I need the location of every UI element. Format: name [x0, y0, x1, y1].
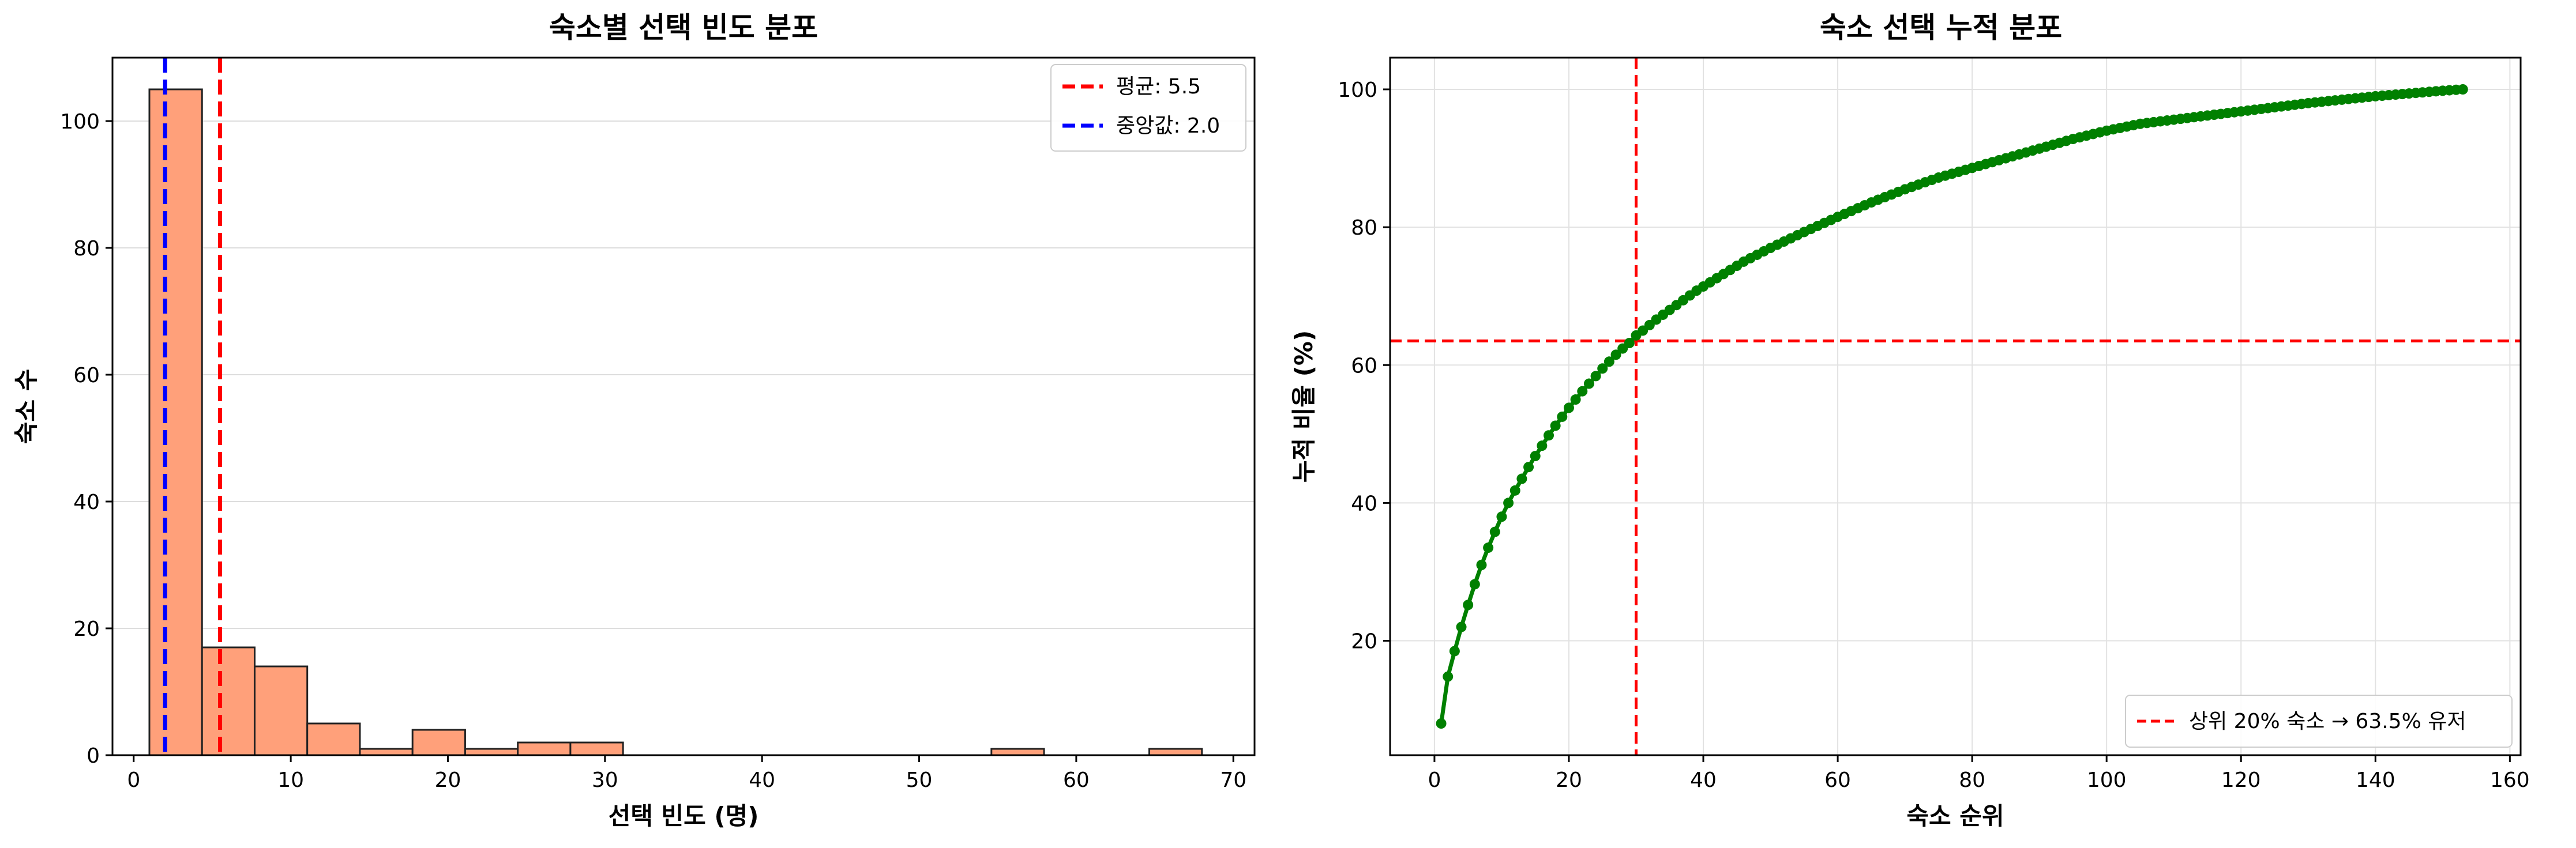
y-tick-label: 40 [73, 491, 100, 514]
legend-threshold-label: 상위 20% 숙소 → 63.5% 유저 [2189, 710, 2466, 733]
cumulative-line [1439, 87, 2464, 724]
data-point [1583, 378, 1594, 389]
x-tick-label: 40 [749, 768, 775, 792]
x-tick-label: 20 [435, 768, 461, 792]
data-point [1456, 621, 1467, 632]
data-point [1489, 526, 1500, 537]
y-tick-label: 60 [73, 364, 100, 387]
data-point [1496, 511, 1507, 522]
x-tick-label: 120 [2221, 768, 2261, 792]
data-point [1544, 430, 1554, 441]
data-point [1550, 420, 1561, 431]
histogram-bar [1148, 748, 1203, 756]
x-tick-label: 60 [1063, 768, 1090, 792]
data-point [1577, 386, 1588, 397]
chart2-x-axis-label: 숙소 순위 [1906, 802, 2004, 830]
x-tick-label: 80 [1959, 768, 1985, 792]
data-point [1463, 600, 1474, 610]
chart1-gridlines [112, 120, 1255, 756]
histogram-bar [990, 748, 1045, 756]
chart1-x-axis-label: 선택 빈도 (명) [609, 802, 759, 830]
chart1-y-axis-label: 숙소 수 [12, 369, 40, 444]
histogram-bar [306, 722, 361, 756]
data-point [1604, 356, 1614, 367]
y-tick-label: 80 [1351, 216, 1377, 240]
chart1-y-ticks: 0 20 40 60 80 100 [60, 110, 112, 768]
x-tick-label: 30 [592, 768, 618, 792]
data-point [1570, 394, 1581, 405]
x-tick-label: 20 [1556, 768, 1582, 792]
histogram-chart: 숙소별 선택 빈도 분포 0 10 20 30 40 50 60 70 0 20 40 60 80 10… [12, 11, 1256, 830]
y-tick-label: 40 [1351, 492, 1377, 515]
histogram-bar [569, 741, 624, 756]
y-tick-label: 100 [1338, 78, 1377, 102]
data-point [1523, 462, 1534, 473]
data-point [1476, 560, 1487, 570]
y-tick-label: 20 [1351, 630, 1377, 654]
y-tick-label: 0 [87, 744, 100, 768]
x-tick-label: 0 [127, 768, 140, 792]
chart1-title: 숙소별 선택 빈도 분포 [549, 11, 818, 44]
x-tick-label: 140 [2356, 768, 2395, 792]
chart1-reference-lines [163, 58, 223, 755]
chart2-legend: 상위 20% 숙소 → 63.5% 유저 [2125, 695, 2513, 748]
data-point [2457, 84, 2468, 95]
chart1-x-ticks: 0 10 20 30 40 50 60 70 [127, 755, 1246, 792]
chart2-gridlines [1390, 58, 2521, 755]
chart2-plot-frame [1389, 56, 2522, 756]
data-point [1624, 338, 1635, 348]
chart1-legend: 평균: 5.5 중앙값: 2.0 [1050, 64, 1246, 152]
x-tick-label: 70 [1220, 768, 1246, 792]
histogram-bar [201, 646, 256, 756]
histogram-bar [517, 741, 572, 756]
data-point [1530, 451, 1541, 462]
x-tick-label: 10 [277, 768, 304, 792]
data-point [1557, 411, 1568, 422]
cumulative-chart: 숙소 선택 누적 분포 0 20 40 60 80 100 120 140 160 20 40 60… [1290, 11, 2530, 830]
chart2-legend-box [2125, 695, 2513, 748]
data-point [1516, 473, 1527, 484]
data-point [1597, 363, 1608, 374]
y-tick-label: 80 [73, 237, 100, 261]
histogram-bar [359, 748, 414, 756]
data-point [1610, 349, 1621, 360]
data-point [1483, 542, 1494, 553]
histogram-bar [464, 748, 519, 756]
legend-mean-label: 평균: 5.5 [1116, 75, 1201, 99]
y-tick-label: 60 [1351, 354, 1377, 378]
histogram-bar [148, 88, 203, 756]
histogram-bar [411, 729, 466, 756]
data-point [1443, 671, 1454, 682]
y-tick-label: 20 [73, 617, 100, 641]
chart2-title: 숙소 선택 누적 분포 [1820, 11, 2062, 44]
x-tick-label: 40 [1690, 768, 1717, 792]
chart2-y-axis-label: 누적 비율 (%) [1290, 330, 1318, 483]
y-tick-label: 100 [60, 110, 100, 134]
chart2-y-ticks: 20 40 60 80 100 [1338, 78, 1390, 654]
data-point [1436, 718, 1447, 729]
x-tick-label: 60 [1824, 768, 1851, 792]
data-point [1509, 485, 1520, 496]
x-tick-label: 0 [1428, 768, 1441, 792]
data-point [1503, 498, 1514, 508]
chart2-series [1436, 84, 2468, 729]
chart2-reference-lines [1390, 58, 2521, 755]
x-tick-label: 100 [2087, 768, 2127, 792]
data-point [1449, 646, 1460, 657]
x-tick-label: 50 [906, 768, 933, 792]
chart1-plot-frame [111, 56, 1256, 756]
x-tick-label: 160 [2490, 768, 2530, 792]
chart1-bars [148, 88, 1203, 756]
data-point [1590, 371, 1601, 382]
legend-median-label: 중앙값: 2.0 [1116, 114, 1220, 138]
data-point [1537, 440, 1548, 451]
data-point [1469, 579, 1480, 590]
histogram-bar [253, 665, 309, 756]
data-point [1563, 402, 1574, 413]
chart2-x-ticks: 0 20 40 60 80 100 120 140 160 [1428, 755, 2530, 792]
